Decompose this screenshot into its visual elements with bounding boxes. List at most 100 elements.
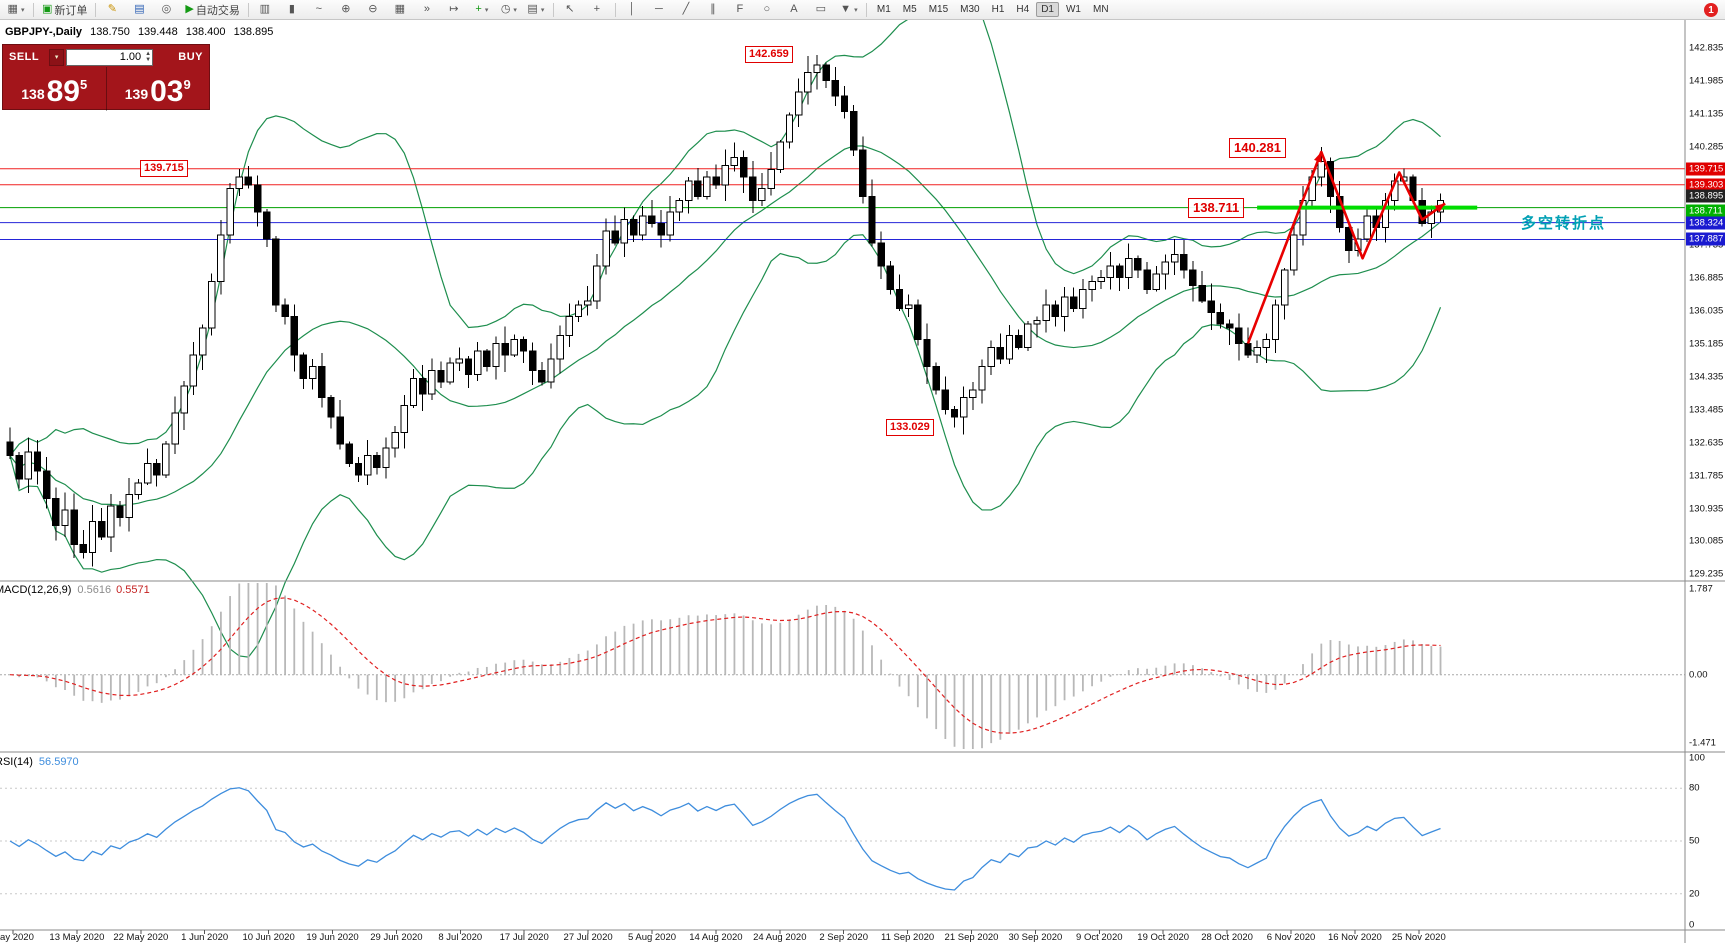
- data-window-button[interactable]: ▤: [127, 1, 153, 19]
- ohlc-close: 138.895: [233, 26, 274, 38]
- text-button[interactable]: A: [782, 1, 808, 19]
- toolbar: ▦ ▾ ▣ 新订单 ✎ ▤ ◎ ▶ 自动交易 ▥ ▮ ~ ⊕ ⊖ ▦ » ↦ + ▾ ◷…: [0, 0, 1725, 20]
- ask-prefix: 139: [124, 86, 149, 102]
- chevron-down-icon: ▾: [513, 6, 517, 14]
- metaeditor-button[interactable]: ✎: [100, 1, 126, 19]
- spinner-up-icon[interactable]: ▲: [145, 51, 152, 57]
- spinner-down-icon[interactable]: ▼: [145, 57, 152, 63]
- periods-button[interactable]: ◷ ▾: [496, 1, 522, 19]
- volume-input[interactable]: 1.00 ▲ ▼: [66, 48, 154, 66]
- symbol-title: GBPJPY-,Daily: [5, 26, 83, 38]
- new-order-button[interactable]: ▣ 新订单: [38, 1, 91, 19]
- templates-icon: ▤: [527, 3, 538, 15]
- macd-main-value: 0.5616: [77, 584, 112, 596]
- autotrading-button[interactable]: ▶ 自动交易: [181, 1, 243, 19]
- rsi-value: 56.5970: [38, 756, 79, 768]
- refresh-button[interactable]: ◎: [154, 1, 180, 19]
- shapes-button[interactable]: ○: [755, 1, 781, 19]
- timeframe-button-m1[interactable]: M1: [876, 4, 891, 15]
- chart-shift-icon: ↦: [449, 3, 459, 15]
- line-chart-button[interactable]: ~: [307, 1, 333, 19]
- bollinger-layer: [9, 0, 1442, 658]
- macd-layer: [0, 583, 1685, 749]
- zoom-in-button[interactable]: ⊕: [334, 1, 360, 19]
- chart-shift-button[interactable]: ↦: [442, 1, 468, 19]
- fibonacci-button[interactable]: F: [728, 1, 754, 19]
- zoom-out-button[interactable]: ⊖: [361, 1, 387, 19]
- buy-button-label[interactable]: BUY: [178, 51, 203, 63]
- toolbar-separator: [247, 2, 249, 17]
- clock-icon: ◷: [500, 3, 511, 15]
- one-click-prices: 138 89 5 139 03 9: [3, 67, 209, 111]
- toolbar-separator: [552, 2, 554, 17]
- data-window-icon: ▤: [134, 3, 145, 15]
- notification-badge[interactable]: 1: [1704, 3, 1718, 17]
- drawing-objects-layer[interactable]: [1246, 150, 1478, 344]
- trendline-icon: ╱: [682, 3, 690, 15]
- horizontal-line-button[interactable]: ─: [647, 1, 673, 19]
- vertical-line-icon: │: [628, 3, 636, 15]
- candlestick-chart-button[interactable]: ▮: [280, 1, 306, 19]
- ask-pip: 9: [183, 77, 191, 92]
- line-chart-icon: ~: [315, 3, 323, 15]
- timeframe-button-w1[interactable]: W1: [1065, 4, 1081, 15]
- one-click-header: SELL ▾ 1.00 ▲ ▼ BUY: [3, 45, 209, 67]
- templates-button[interactable]: ▤ ▾: [523, 1, 549, 19]
- indicators-plus-icon: +: [475, 3, 482, 15]
- timeframe-button-d1[interactable]: D1: [1036, 2, 1059, 17]
- chevron-down-icon: ▾: [854, 6, 858, 14]
- tile-windows-icon: ▦: [394, 3, 406, 15]
- editor-icon: ✎: [107, 3, 118, 15]
- autotrading-label: 自动交易: [195, 4, 240, 17]
- autotrading-play-icon: ▶: [185, 3, 194, 15]
- volume-stepper[interactable]: ▲ ▼: [145, 51, 151, 63]
- rsi-layer: [0, 787, 1685, 895]
- arrowhead-icon: [1313, 151, 1322, 163]
- macd-signal-value: 0.5571: [116, 584, 150, 596]
- sell-button[interactable]: 138 89 5: [3, 67, 107, 111]
- timeframe-toolbar: M1 M5 M15 M30 H1 H4 D1 W1 MN: [871, 2, 1115, 17]
- zoom-in-icon: ⊕: [341, 3, 351, 15]
- channel-button[interactable]: ∥: [701, 1, 727, 19]
- auto-scroll-icon: »: [423, 3, 430, 15]
- new-chart-button[interactable]: ▦ ▾: [3, 1, 29, 19]
- candlestick-chart-icon: ▮: [288, 3, 295, 15]
- arrows-button[interactable]: ▼ ▾: [836, 1, 862, 19]
- trendline-button[interactable]: ╱: [674, 1, 700, 19]
- text-label-button[interactable]: ▭: [809, 1, 835, 19]
- toolbar-separator: [865, 2, 867, 17]
- bid-big: 89: [46, 75, 80, 108]
- axes-layer: [0, 20, 1725, 943]
- toolbar-separator: [614, 2, 616, 17]
- timeframe-button-h4[interactable]: H4: [1016, 4, 1030, 15]
- chevron-down-icon: ▾: [484, 6, 489, 14]
- timeframe-button-m15[interactable]: M15: [928, 4, 949, 15]
- zigzag-trendline[interactable]: [1246, 150, 1446, 344]
- bar-chart-button[interactable]: ▥: [253, 1, 279, 19]
- new-order-icon: ▣: [42, 3, 53, 15]
- cursor-icon: ↖: [565, 3, 575, 15]
- arrows-icon: ▼: [840, 3, 852, 15]
- new-chart-icon: ▦: [7, 3, 18, 15]
- chevron-down-icon: ▾: [540, 6, 545, 14]
- sell-button-label[interactable]: SELL: [9, 51, 40, 63]
- timeframe-button-m5[interactable]: M5: [902, 4, 917, 15]
- auto-scroll-button[interactable]: »: [415, 1, 441, 19]
- ohlc-low: 138.400: [185, 26, 226, 38]
- text-icon: A: [790, 3, 798, 15]
- rsi-indicator-label: RSI(14) 56.5970: [0, 756, 79, 768]
- bid-pip: 5: [80, 77, 88, 92]
- channel-icon: ∥: [710, 3, 716, 15]
- timeframe-button-mn[interactable]: MN: [1092, 4, 1109, 15]
- volume-dropdown[interactable]: ▾: [49, 48, 65, 66]
- buy-button[interactable]: 139 03 9: [107, 67, 210, 111]
- timeframe-button-m30[interactable]: M30: [960, 4, 980, 15]
- indicators-button[interactable]: + ▾: [469, 1, 495, 19]
- timeframe-button-h1[interactable]: H1: [991, 4, 1005, 15]
- cursor-button[interactable]: ↖: [558, 1, 584, 19]
- tile-windows-button[interactable]: ▦: [388, 1, 414, 19]
- crosshair-icon: +: [593, 3, 601, 15]
- vertical-line-button[interactable]: │: [620, 1, 646, 19]
- crosshair-button[interactable]: +: [585, 1, 611, 19]
